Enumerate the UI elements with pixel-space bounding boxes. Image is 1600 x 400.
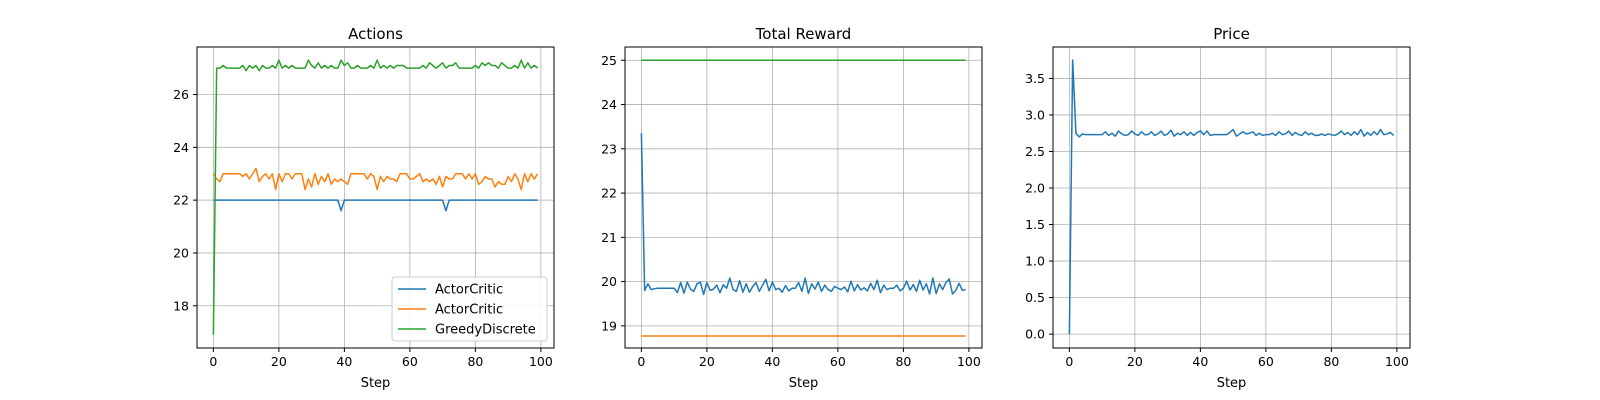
y-tick-label: 0.5 <box>1025 290 1045 305</box>
legend: ActorCritic ActorCritic GreedyDiscrete <box>391 276 548 342</box>
y-tick-label: 20 <box>601 274 617 289</box>
y-tick-label: 3.5 <box>1025 71 1045 86</box>
y-tick-label: 25 <box>601 53 617 68</box>
x-axis-label: Step <box>789 376 819 391</box>
x-tick-label: 100 <box>1385 354 1409 369</box>
legend-label: GreedyDiscrete <box>435 323 536 338</box>
y-tick-label: 2.5 <box>1025 144 1045 159</box>
x-tick-label: 60 <box>402 354 418 369</box>
legend-label: ActorCritic <box>435 283 503 298</box>
chart-panel-0: 0 20 40 60 80 100 18 20 22 24 26 Actions Step ActorCr… <box>173 25 555 391</box>
x-tick-label: 0 <box>1065 354 1073 369</box>
x-tick-label: 80 <box>1323 354 1339 369</box>
x-tick-label: 20 <box>699 354 715 369</box>
y-tick-label: 23 <box>601 141 617 156</box>
y-tick-label: 20 <box>173 245 189 260</box>
y-tick-label: 24 <box>601 97 617 112</box>
y-tick-label: 19 <box>601 318 617 333</box>
x-tick-label: 80 <box>895 354 911 369</box>
y-tick-label: 26 <box>173 87 189 102</box>
y-tick-label: 1.0 <box>1025 254 1045 269</box>
series-line-0 <box>213 199 538 212</box>
chart-panel-2: 0 20 40 60 80 100 0.0 0.5 1.0 1.5 2.0 2.5 3.0 3.5 Pric… <box>1025 25 1411 391</box>
y-tick-label: 0.0 <box>1025 327 1045 342</box>
x-tick-label: 100 <box>957 354 981 369</box>
y-tick-label: 24 <box>173 140 189 155</box>
plot-frame <box>1052 46 1411 349</box>
x-tick-label: 40 <box>1192 354 1208 369</box>
plot-frame <box>196 46 555 349</box>
x-tick-label: 60 <box>830 354 846 369</box>
x-tick-label: 100 <box>529 354 553 369</box>
series-line-0 <box>1068 59 1395 335</box>
series-line-1 <box>212 167 539 191</box>
legend-box <box>391 276 548 342</box>
chart-title: Total Reward <box>755 25 852 43</box>
y-tick-label: 21 <box>601 230 617 245</box>
series-line-2 <box>212 59 539 335</box>
x-tick-label: 0 <box>209 354 217 369</box>
legend-label: ActorCritic <box>435 303 503 318</box>
chart-panel-1: 0 20 40 60 80 100 19 20 21 22 23 24 25 Total Reward St… <box>601 25 983 391</box>
y-tick-label: 22 <box>173 193 189 208</box>
x-tick-label: 20 <box>271 354 287 369</box>
x-tick-label: 0 <box>637 354 645 369</box>
x-tick-label: 80 <box>467 354 483 369</box>
series-line-0 <box>640 133 966 296</box>
chart-title: Actions <box>348 25 403 43</box>
y-tick-label: 22 <box>601 186 617 201</box>
y-tick-label: 1.5 <box>1025 217 1045 232</box>
x-axis-label: Step <box>361 376 391 391</box>
x-axis-label: Step <box>1217 376 1247 391</box>
y-tick-label: 2.0 <box>1025 181 1045 196</box>
y-tick-label: 3.0 <box>1025 107 1045 122</box>
y-tick-label: 18 <box>173 298 189 313</box>
plot-frame <box>624 46 983 349</box>
chart-title: Price <box>1213 25 1250 43</box>
x-tick-label: 60 <box>1258 354 1274 369</box>
x-tick-label: 40 <box>336 354 352 369</box>
x-tick-label: 20 <box>1127 354 1143 369</box>
x-tick-label: 40 <box>764 354 780 369</box>
